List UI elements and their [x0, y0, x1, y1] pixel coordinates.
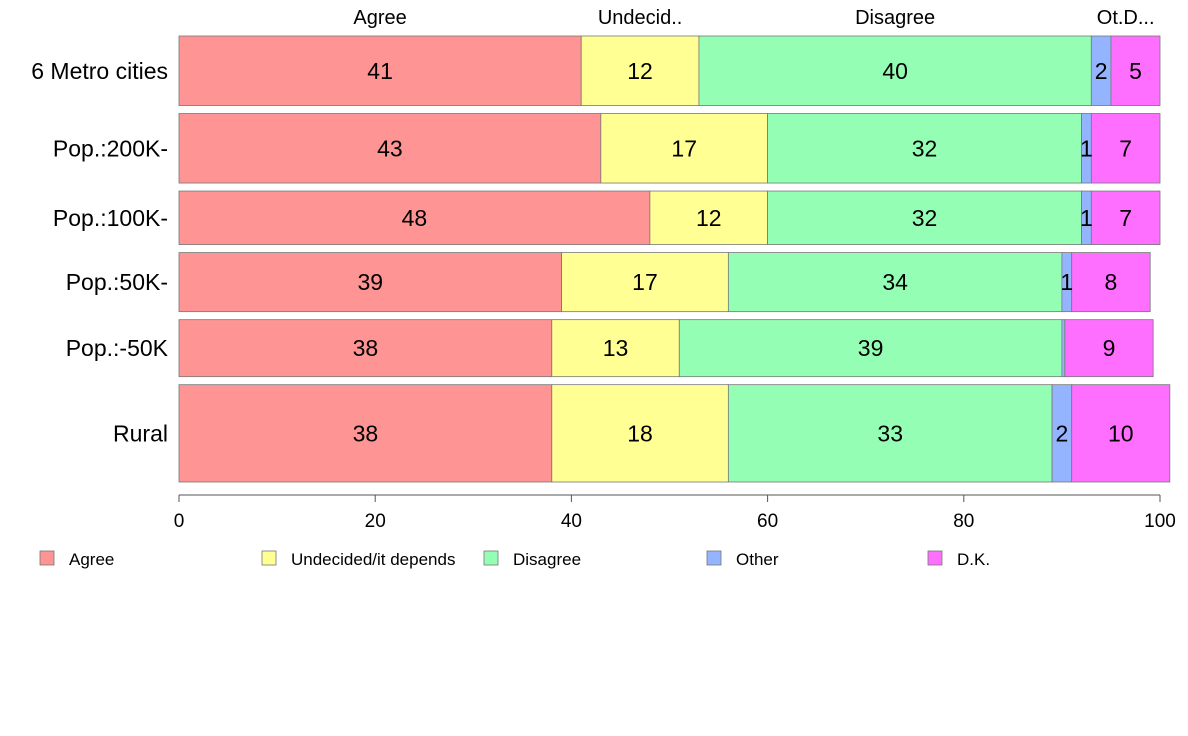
row-label: Pop.:100K- [53, 205, 168, 231]
bar-segment [551, 384, 729, 483]
segment-value-label: 32 [912, 135, 938, 161]
x-tick-label: 100 [1144, 511, 1176, 532]
x-axis: 0 20 40 60 80 100 [174, 494, 1176, 532]
segment-value-label: 13 [603, 335, 629, 361]
legend-label: D.K. [957, 550, 990, 569]
legend-swatch [927, 550, 943, 566]
segment-value-label: 18 [627, 420, 653, 446]
bar-segment [767, 190, 1082, 245]
legend-label: Disagree [513, 550, 581, 569]
segment-value-label: 1 [1080, 205, 1093, 231]
legend: Agree Undecided/it depends Disagree Other D.… [39, 550, 990, 569]
segment-value-label: 39 [357, 269, 383, 295]
bar-segment [767, 113, 1082, 184]
bar-segment [1061, 319, 1066, 378]
bar-segment [1071, 252, 1151, 313]
bar-segment [178, 319, 553, 378]
segment-value-label: 7 [1119, 205, 1132, 231]
bar-segment [178, 190, 651, 245]
legend-label: Agree [69, 550, 114, 569]
row-label: Rural [113, 420, 168, 446]
bar-segment [727, 384, 1053, 483]
segment-value-label: 7 [1119, 135, 1132, 161]
segment-value-label: 2 [1056, 420, 1069, 446]
bar-segment [580, 35, 700, 106]
bar-segment [551, 319, 680, 378]
segment-value-label: 32 [912, 205, 938, 231]
segment-value-label: 38 [353, 420, 379, 446]
legend-swatch [706, 550, 722, 566]
segment-value-label: 10 [1108, 420, 1134, 446]
bar-segment [727, 252, 1063, 313]
segment-value-label: 8 [1105, 269, 1118, 295]
segment-value-label: 2 [1095, 58, 1108, 84]
segment-value-label: 34 [882, 269, 908, 295]
legend-label: Other [736, 550, 779, 569]
segment-value-labels: 41 12 40 2 543 17 32 1 748 12 32 1 739 17 34 1 838 13 39 93… [353, 58, 1142, 447]
legend-swatch [39, 550, 55, 566]
top-category-label: Ot.D... [1097, 7, 1155, 29]
segment-value-label: 17 [671, 135, 697, 161]
top-category-labels: Agree Undecid.. Disagree Ot.D... [353, 7, 1154, 29]
segment-value-label: 12 [696, 205, 722, 231]
segment-value-label: 39 [858, 335, 884, 361]
bar-segment [561, 252, 729, 313]
x-tick-label: 40 [561, 511, 582, 532]
segment-value-label: 43 [377, 135, 403, 161]
legend-swatch [261, 550, 277, 566]
bar-segment [178, 384, 553, 483]
x-tick-label: 80 [953, 511, 974, 532]
row-labels: 6 Metro cities Pop.:200K- Pop.:100K- Pop.:5… [31, 58, 168, 447]
row-label: 6 Metro cities [31, 58, 168, 84]
segment-value-label: 33 [877, 420, 903, 446]
top-category-label: Agree [353, 7, 406, 29]
segment-value-label: 41 [367, 58, 393, 84]
bar-segment [178, 35, 582, 106]
legend-swatch [483, 550, 499, 566]
row-label: Pop.:50K- [66, 269, 168, 295]
segment-value-label: 48 [402, 205, 428, 231]
bar-segment [178, 113, 602, 184]
bar-segment [1071, 384, 1171, 483]
segment-value-label: 38 [353, 335, 379, 361]
bars [178, 35, 1171, 483]
segment-value-label: 12 [627, 58, 653, 84]
segment-value-label: 5 [1129, 58, 1142, 84]
bar-segment [649, 190, 769, 245]
x-tick-label: 0 [174, 511, 185, 532]
x-tick-label: 60 [757, 511, 778, 532]
segment-value-label: 40 [882, 58, 908, 84]
bar-segment [1090, 113, 1161, 184]
legend-label: Undecided/it depends [291, 550, 455, 569]
segment-value-label: 1 [1080, 135, 1093, 161]
bar-segment [1090, 190, 1161, 245]
bar-segment [678, 319, 1063, 378]
top-category-label: Disagree [855, 7, 935, 29]
bar-segment [1110, 35, 1161, 106]
segment-value-label: 1 [1060, 269, 1073, 295]
segment-value-label: 9 [1103, 335, 1116, 361]
segment-value-label: 17 [632, 269, 658, 295]
bar-segment [698, 35, 1092, 106]
bar-segment [1064, 319, 1154, 378]
bar-segment [178, 252, 562, 313]
row-label: Pop.:200K- [53, 135, 168, 161]
top-category-label: Undecid.. [598, 7, 683, 29]
bar-segment [600, 113, 769, 184]
x-tick-label: 20 [365, 511, 386, 532]
row-label: Pop.:-50K [66, 335, 169, 361]
